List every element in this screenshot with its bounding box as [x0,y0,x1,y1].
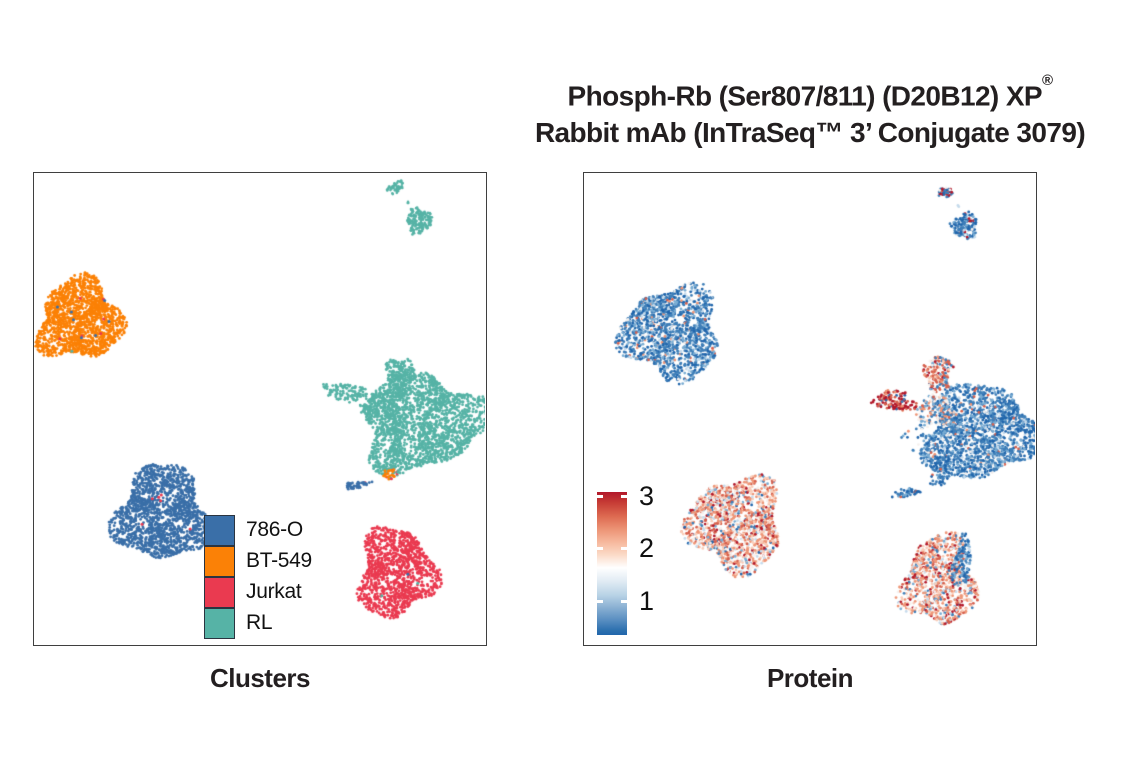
legend-swatch-bt549 [204,545,235,577]
colorbar-label-1: 1 [639,586,655,616]
colorbar-tick-2-left [597,547,603,550]
title-line-1-text: Phosph-Rb (Ser807/811) (D20B12) XP [567,80,1043,112]
legend-item-rl: RL [204,607,312,639]
colorbar-label-2: 2 [639,533,655,563]
colorbar-tick-3-right [621,495,627,498]
protein-scatter-canvas [584,173,1035,644]
clusters-caption: Clusters [209,663,311,693]
colorbar-tick-1-right [621,600,627,603]
legend-label-jurkat: Jurkat [246,579,302,603]
clusters-scatter-canvas [34,173,485,644]
expression-colorbar: 3 2 1 [597,481,692,638]
clusters-panel: 786-O BT-549 Jurkat RL [33,172,487,646]
colorbar-tick-1-left [597,600,603,603]
title-line-1: Phosph-Rb (Ser807/811) (D20B12) XP® [480,72,1140,114]
colorbar-tick-2-right [621,547,627,550]
legend-swatch-rl [204,607,235,639]
legend-label-rl: RL [246,610,273,634]
legend-swatch-jurkat [204,576,235,608]
figure-title: Phosph-Rb (Ser807/811) (D20B12) XP® Rabb… [480,72,1140,151]
title-line-2: Rabbit mAb (InTraSeq™ 3’ Conjugate 3079) [534,117,1086,149]
colorbar-gradient [597,492,627,635]
protein-panel: 3 2 1 [583,172,1037,646]
cluster-legend: 786-O BT-549 Jurkat RL [204,514,312,639]
legend-item-786o: 786-O [204,514,312,546]
registered-trademark-symbol: ® [1042,72,1053,89]
protein-caption: Protein [766,663,854,693]
legend-label-bt549: BT-549 [246,548,312,572]
legend-swatch-786o [204,514,235,546]
legend-label-786o: 786-O [246,517,303,541]
colorbar-tick-3-left [597,495,603,498]
legend-item-jurkat: Jurkat [204,576,312,608]
colorbar-label-3: 3 [639,481,655,511]
legend-item-bt549: BT-549 [204,545,312,577]
